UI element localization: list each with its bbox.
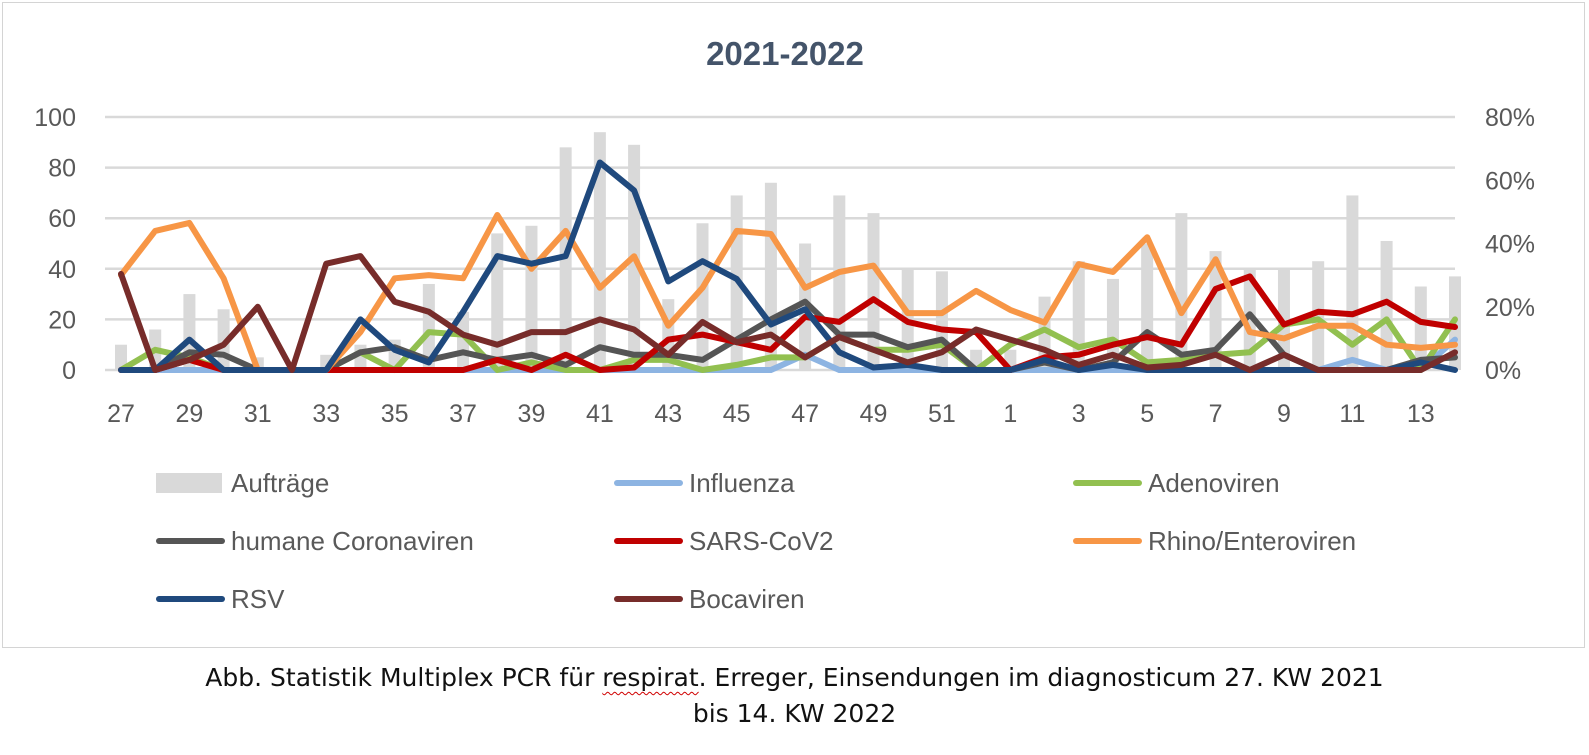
x-tick-label: 27 <box>107 400 135 428</box>
legend: Aufträge Influenza Adenoviren humane Corona… <box>156 468 1356 614</box>
legend-item-influenza: Influenza <box>614 468 795 498</box>
legend-item-bocaviren: Bocaviren <box>614 584 805 614</box>
caption-line-2: bis 14. KW 2022 <box>692 699 897 728</box>
x-tick-label: 47 <box>791 400 819 428</box>
legend-label: Bocaviren <box>689 584 805 614</box>
line-bocaviren <box>118 253 1458 373</box>
line-series-group <box>118 159 1458 373</box>
bar-auftr-ge <box>1312 261 1325 370</box>
bar-auftr-ge <box>1243 268 1256 370</box>
x-tick-label: 29 <box>176 400 204 428</box>
legend-label: Adenoviren <box>1148 468 1280 498</box>
caption-text-b: . Erreger, Einsendungen im diagnosticum … <box>698 663 1384 692</box>
legend-item-rsv: RSV <box>156 584 285 614</box>
x-axis: 27 29 31 33 35 37 39 41 43 45 47 49 51 1 3 5 7 9 11 13 <box>107 400 1435 428</box>
x-tick-label: 11 <box>1339 400 1365 428</box>
bar-auftr-ge <box>867 213 880 370</box>
x-tick-label: 39 <box>518 400 546 428</box>
y-left-tick-label: 60 <box>48 205 76 233</box>
legend-item-humane-coronaviren: humane Coronaviren <box>156 526 474 556</box>
chart-svg: 2021-2022 0 20 40 60 80 100 0% 20% 40% 60% 80% 27… <box>34 35 1535 614</box>
x-tick-label: 45 <box>723 400 751 428</box>
caption-text-a: Abb. Statistik Multiplex PCR für <box>205 663 603 692</box>
x-tick-label: 1 <box>1003 400 1017 428</box>
legend-label: humane Coronaviren <box>231 526 474 556</box>
line-rhino-enteroviren <box>118 212 1458 373</box>
caption-text-underlined: respirat <box>602 663 699 692</box>
bar-auftr-ge <box>593 132 606 370</box>
bar-auftr-ge <box>1141 243 1154 370</box>
x-tick-label: 35 <box>381 400 409 428</box>
legend-label: Aufträge <box>231 468 329 498</box>
y-right-tick-label: 80% <box>1485 104 1535 132</box>
y-right-tick-label: 20% <box>1485 294 1535 322</box>
x-tick-label: 13 <box>1407 400 1435 428</box>
bar-auftr-ge <box>422 283 435 370</box>
x-tick-label: 37 <box>449 400 477 428</box>
y-axis-right: 0% 20% 40% 60% 80% <box>1485 104 1535 385</box>
legend-label: SARS-CoV2 <box>689 526 834 556</box>
line-humane-coronaviren <box>118 298 1458 373</box>
y-left-tick-label: 40 <box>48 256 76 284</box>
caption-line-1: Abb. Statistik Multiplex PCR für respira… <box>0 660 1589 696</box>
x-tick-label: 31 <box>244 400 272 428</box>
legend-item-sars-cov2: SARS-CoV2 <box>614 526 834 556</box>
bar-auftr-ge <box>491 233 504 370</box>
y-right-tick-label: 40% <box>1485 231 1535 259</box>
line-rsv <box>118 159 1458 373</box>
y-left-tick-label: 80 <box>48 155 76 183</box>
line-sars-cov2 <box>118 273 1458 373</box>
x-tick-label: 49 <box>860 400 888 428</box>
y-axis-left: 0 20 40 60 80 100 <box>34 104 76 385</box>
x-tick-label: 33 <box>312 400 340 428</box>
bar-auftr-ge <box>1175 213 1188 370</box>
legend-label: Influenza <box>689 468 795 498</box>
x-tick-label: 41 <box>586 400 614 428</box>
legend-item-adenoviren: Adenoviren <box>1073 468 1280 498</box>
bar-auftr-ge <box>525 225 538 370</box>
legend-swatch <box>156 473 222 493</box>
legend-item-auftr-ge: Aufträge <box>156 468 329 498</box>
bar-auftr-ge <box>1209 251 1222 370</box>
bar-auftr-ge <box>1380 240 1393 370</box>
legend-item-rhino-enteroviren: Rhino/Enteroviren <box>1073 526 1356 556</box>
x-tick-label: 7 <box>1209 400 1223 428</box>
figure-caption: Abb. Statistik Multiplex PCR für respira… <box>0 660 1589 732</box>
x-tick-label: 9 <box>1277 400 1291 428</box>
x-tick-label: 51 <box>928 400 956 428</box>
y-left-tick-label: 0 <box>62 357 76 385</box>
y-left-tick-label: 100 <box>34 104 76 132</box>
chart-title: 2021-2022 <box>706 35 864 72</box>
legend-label: Rhino/Enteroviren <box>1148 526 1356 556</box>
x-tick-label: 43 <box>654 400 682 428</box>
bar-auftr-ge <box>115 344 127 370</box>
x-tick-label: 3 <box>1072 400 1086 428</box>
y-left-tick-label: 20 <box>48 306 76 334</box>
y-right-tick-label: 60% <box>1485 167 1535 195</box>
chart-frame: 2021-2022 0 20 40 60 80 100 0% 20% 40% 60% 80% 27… <box>2 2 1585 648</box>
legend-label: RSV <box>231 584 285 614</box>
x-tick-label: 5 <box>1140 400 1154 428</box>
y-right-tick-label: 0% <box>1485 357 1521 385</box>
bar-auftr-ge <box>833 195 846 370</box>
